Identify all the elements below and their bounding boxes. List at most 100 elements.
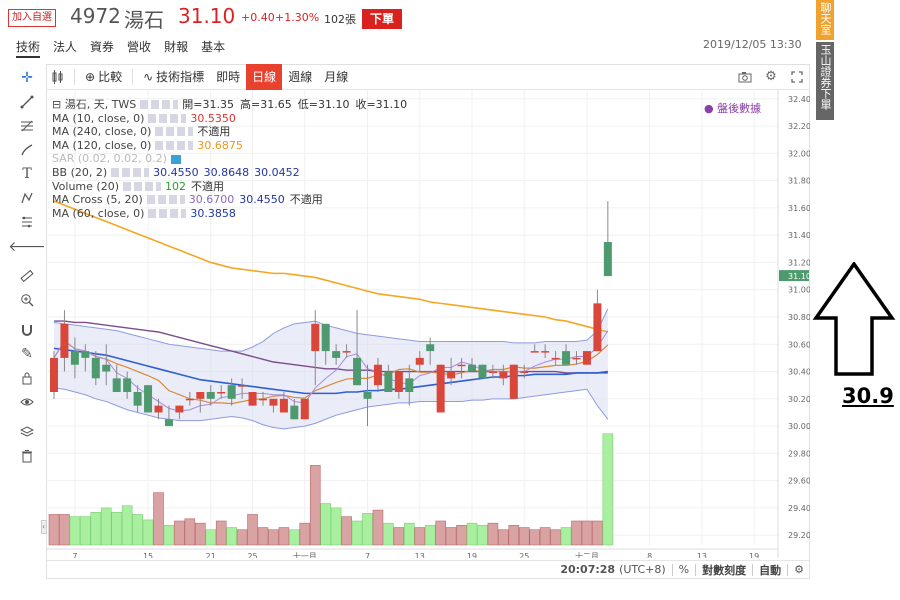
indicator-legend: ⊟ 湯石, 天, TWS 開=31.35 高=31.65 低=31.10 收=3…: [52, 98, 407, 220]
price-axis-tick: 29.20: [788, 531, 810, 540]
camera-icon[interactable]: [732, 64, 758, 90]
fib-retracement-icon[interactable]: [12, 114, 42, 138]
stock-price: 31.10: [178, 4, 236, 28]
fullscreen-icon[interactable]: [784, 64, 810, 90]
price-axis-tick: 30.20: [788, 395, 810, 404]
compare-button[interactable]: ⊕ 比較: [79, 64, 128, 90]
eye-icon[interactable]: [12, 390, 42, 414]
volume-bar: [592, 520, 603, 546]
legend-controls[interactable]: [123, 181, 161, 191]
time-axis-tick: 13: [697, 552, 707, 558]
volume-bar: [100, 507, 112, 546]
order-button[interactable]: 下單: [362, 9, 402, 29]
price-axis-tick: 32.20: [788, 122, 810, 131]
candle-body: [541, 351, 550, 353]
volume-bar: [226, 527, 237, 546]
legend-ma60: MA (60, close, 0) 30.3858: [52, 207, 407, 221]
tab-margin[interactable]: 資券: [90, 40, 115, 54]
legend-volume-ma: 不適用: [191, 179, 224, 193]
candle-body: [102, 364, 111, 372]
volume-bar: [498, 529, 509, 546]
candle-body: [300, 398, 309, 420]
legend-sar: SAR (0.02, 0.02, 0.2): [52, 152, 407, 166]
timeframe-weekly[interactable]: 週線: [288, 70, 313, 84]
lock-pencil-icon[interactable]: ✎: [21, 346, 33, 362]
layers-icon[interactable]: [12, 420, 42, 444]
legend-controls[interactable]: [148, 113, 187, 123]
lock-icon[interactable]: [12, 366, 42, 390]
legend-controls[interactable]: [148, 209, 187, 219]
volume-bar: [529, 529, 541, 546]
candle-body: [112, 378, 121, 392]
ruler-icon[interactable]: [12, 264, 42, 288]
candle-body: [520, 371, 529, 374]
timeframe-monthly[interactable]: 月線: [324, 70, 349, 84]
chat-room-button[interactable]: 聊天室: [816, 0, 834, 40]
post-market-data-link[interactable]: ● 盤後數據: [704, 102, 762, 115]
brush-icon[interactable]: [12, 138, 42, 162]
volume-bar: [69, 516, 81, 546]
candle-body: [551, 357, 560, 360]
volume-bar: [341, 516, 352, 546]
volume-bar: [466, 522, 478, 546]
trendline-icon[interactable]: [12, 90, 42, 114]
tab-technical[interactable]: 技術: [16, 38, 41, 58]
time-axis-tick: 15: [143, 552, 153, 558]
status-divider: [671, 563, 673, 576]
tab-institutional[interactable]: 法人: [53, 40, 78, 54]
candle-body: [70, 351, 79, 365]
esun-order-button[interactable]: 玉山證券下單: [816, 42, 834, 120]
magnet-icon[interactable]: [12, 318, 42, 342]
timezone-label[interactable]: (UTC+8): [619, 563, 666, 576]
volume-bar: [247, 514, 258, 546]
pattern-icon[interactable]: [12, 186, 42, 210]
time-axis-tick: 25: [247, 552, 257, 558]
legend-controls[interactable]: [155, 141, 194, 151]
trash-icon[interactable]: [12, 444, 42, 468]
legend-ma120: MA (120, close, 0) 30.6875: [52, 139, 407, 153]
tab-financials[interactable]: 財報: [164, 40, 189, 54]
time-axis-tick: 8: [647, 552, 652, 558]
crosshair-icon[interactable]: ✛: [21, 70, 33, 86]
price-chart[interactable]: 32.40 32.20 32.00 31.80 31.60 31.40 31.20 31.00…: [46, 90, 810, 558]
gear-icon[interactable]: ⚙: [765, 69, 777, 84]
zoom-in-icon[interactable]: [12, 288, 42, 312]
auto-scale-toggle[interactable]: 自動: [759, 563, 782, 577]
candle-body: [81, 351, 90, 358]
indicators-icon: ∿: [143, 69, 154, 84]
volume-bar: [456, 525, 467, 546]
candle-body: [217, 392, 226, 394]
price-axis-tick: 31.60: [788, 204, 810, 213]
back-arrow-icon[interactable]: 🡐: [8, 238, 46, 255]
status-settings-icon[interactable]: ⚙: [794, 563, 804, 576]
percent-scale-toggle[interactable]: %: [678, 563, 690, 576]
legend-controls[interactable]: [140, 100, 179, 110]
legend-controls[interactable]: [146, 195, 185, 205]
legend-controls[interactable]: [155, 127, 194, 137]
legend-bb-upper: 30.8648: [203, 165, 250, 179]
drawing-toolbar: ✛ T 🡐 ✎: [8, 66, 46, 468]
timeframe-daily[interactable]: 日線: [246, 63, 283, 90]
timeframe-intraday[interactable]: 即時: [216, 70, 241, 84]
chart-toolbar: ⊕ 比較 ∿ 技術指標 即時 日線 週線 月線 ⚙: [46, 63, 810, 90]
status-divider: [752, 563, 754, 576]
text-tool-icon[interactable]: T: [22, 166, 32, 182]
symbol-settings-button[interactable]: [46, 64, 70, 90]
price-axis-tick: 31.80: [788, 177, 810, 186]
legend-open: 開=31.35: [182, 98, 235, 111]
log-scale-toggle[interactable]: 對數刻度: [702, 563, 747, 577]
candle-body: [279, 398, 288, 413]
legend-sar-visibility-icon[interactable]: [170, 154, 181, 164]
indicators-button[interactable]: ∿ 技術指標: [137, 64, 210, 90]
legend-controls[interactable]: [111, 168, 150, 178]
tab-basic[interactable]: 基本: [201, 40, 226, 54]
volume-bar: [477, 525, 488, 546]
stock-code: 4972: [70, 4, 121, 28]
prediction-icon[interactable]: [12, 210, 42, 234]
add-watchlist-button[interactable]: 加入自選: [8, 9, 56, 27]
collapse-toolbar-handle[interactable]: ‹: [41, 520, 47, 534]
volume-bar: [111, 511, 122, 546]
volume-bar: [174, 520, 185, 546]
tab-revenue[interactable]: 營收: [127, 40, 152, 54]
candle-body: [123, 378, 132, 392]
